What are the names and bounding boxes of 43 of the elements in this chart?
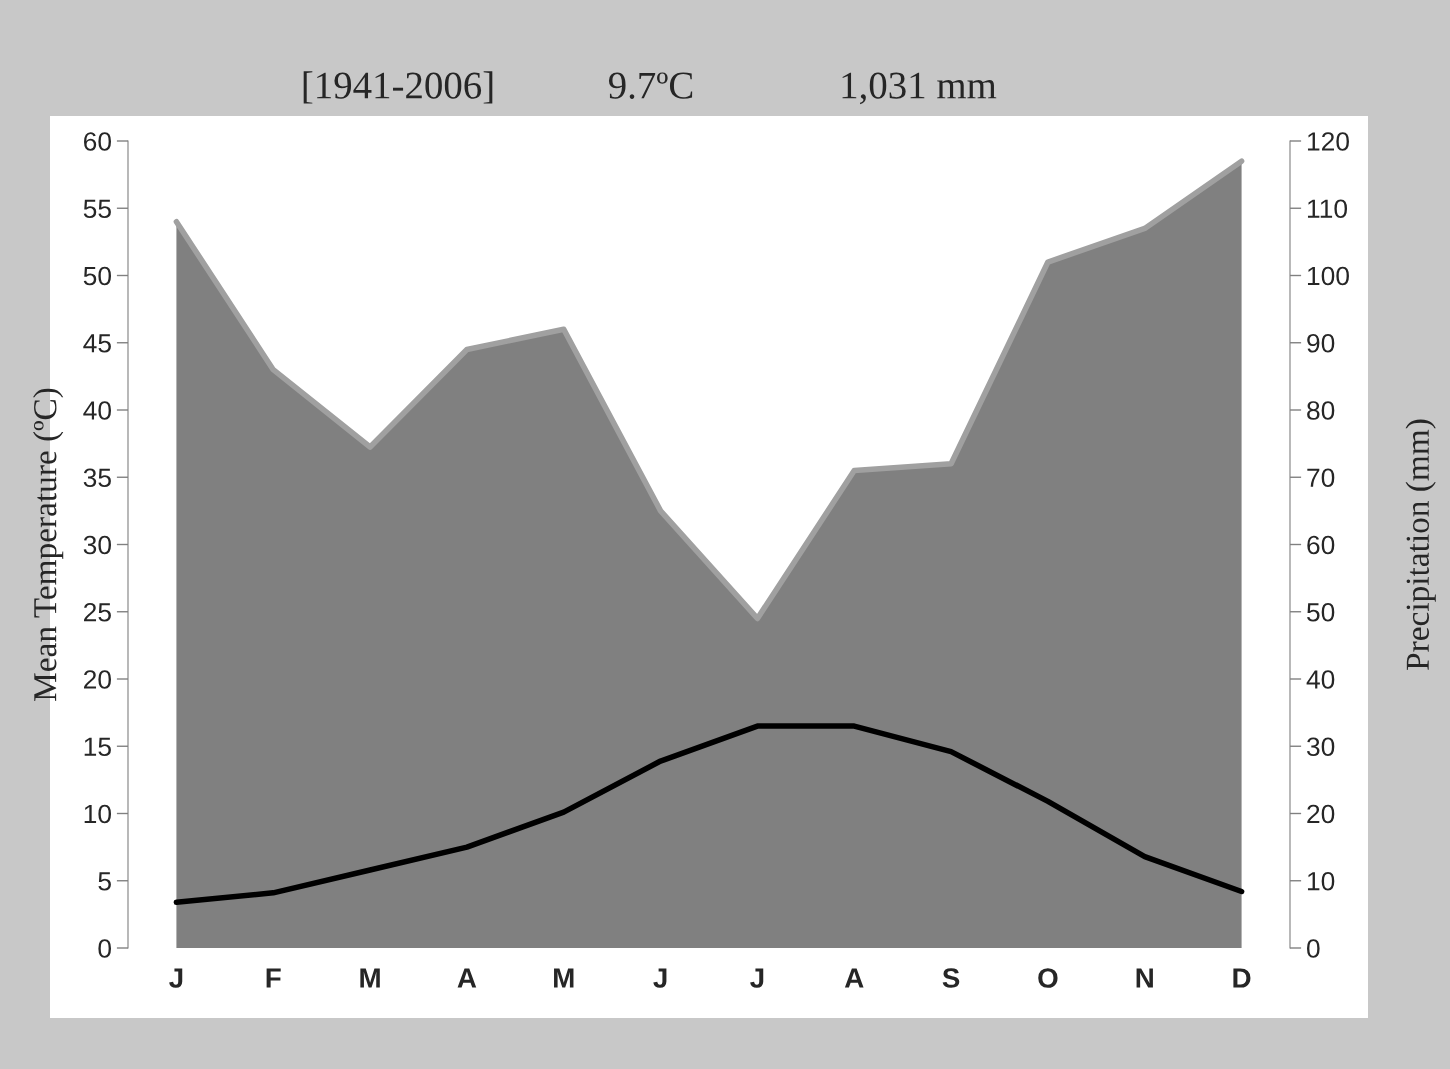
y-tick-label: 25 (84, 602, 111, 622)
y-tick-label: 15 (84, 737, 111, 757)
y-tick-label: 35 (83, 468, 111, 488)
y2-tick-label: 0 (1307, 939, 1320, 958)
y-tick-label: 50 (83, 266, 111, 286)
x-tick-label: J (653, 968, 667, 988)
x-tick-label: S (942, 968, 960, 988)
y2-tick-label: 90 (1307, 333, 1335, 353)
y2-tick-label: 40 (1306, 670, 1335, 689)
text: 9.7ºC (608, 72, 693, 99)
x-tick-label: D (1233, 968, 1251, 988)
y-tick-label: 5 (98, 872, 111, 891)
y2-tick-label: 70 (1307, 468, 1335, 488)
x-tick-label: O (1038, 968, 1058, 988)
y-tick-label: 60 (84, 132, 111, 151)
x-tick-label: J (169, 968, 183, 988)
y-tick-label: 40 (83, 401, 111, 420)
y-axis-title: Mean Temperature (ºC) (33, 388, 64, 701)
y2-tick-label: 120 (1307, 132, 1349, 151)
y-tick-label: 10 (84, 804, 111, 824)
y-tick-label: 20 (84, 670, 111, 689)
x-tick-label: N (1136, 968, 1153, 988)
x-tick-label: A (844, 968, 864, 988)
y-tick-label: 55 (83, 199, 111, 219)
y2-tick-label: 50 (1307, 602, 1335, 622)
y2-tick-label: 20 (1307, 804, 1335, 824)
x-tick-label: F (266, 968, 281, 988)
text: [1941-2006] (303, 71, 493, 104)
x-tick-label: M (360, 968, 380, 988)
text: 1,031 mm (842, 72, 997, 105)
x-tick-label: M (554, 968, 574, 988)
x-tick-label: J (750, 968, 764, 988)
y2-tick-label: 80 (1307, 401, 1335, 420)
y-tick-label: 30 (83, 535, 111, 555)
x-tick-label: A (457, 968, 477, 988)
y2-tick-label: 10 (1307, 871, 1335, 891)
y2-tick-label: 30 (1306, 737, 1335, 757)
y2-axis-title: Precipitation (mm) (1405, 419, 1436, 670)
y-tick-label: 0 (98, 939, 111, 958)
y2-tick-label: 60 (1307, 535, 1335, 555)
y2-tick-label: 100 (1307, 266, 1349, 286)
y-tick-label: 45 (83, 334, 111, 353)
y2-tick-label: 110 (1307, 199, 1348, 219)
